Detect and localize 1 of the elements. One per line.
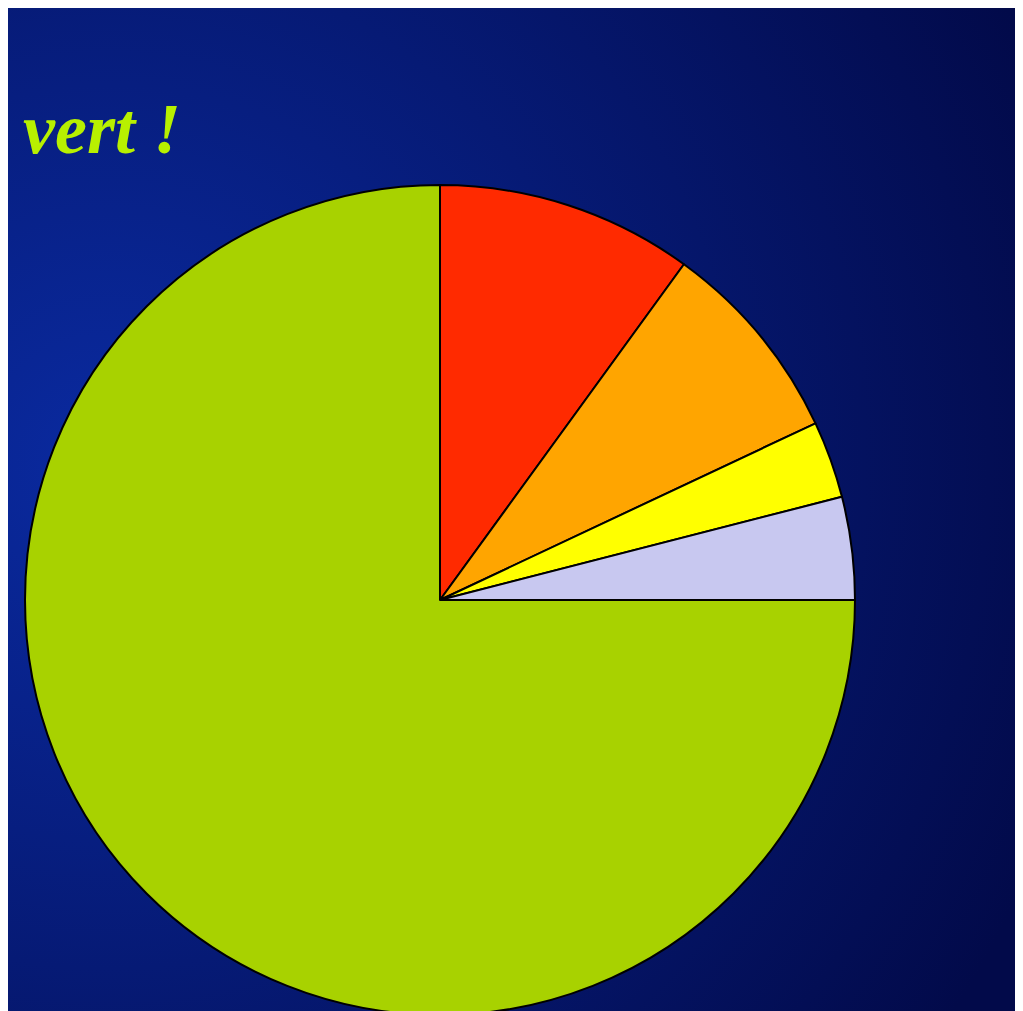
chart-title: vert ! <box>23 89 181 169</box>
